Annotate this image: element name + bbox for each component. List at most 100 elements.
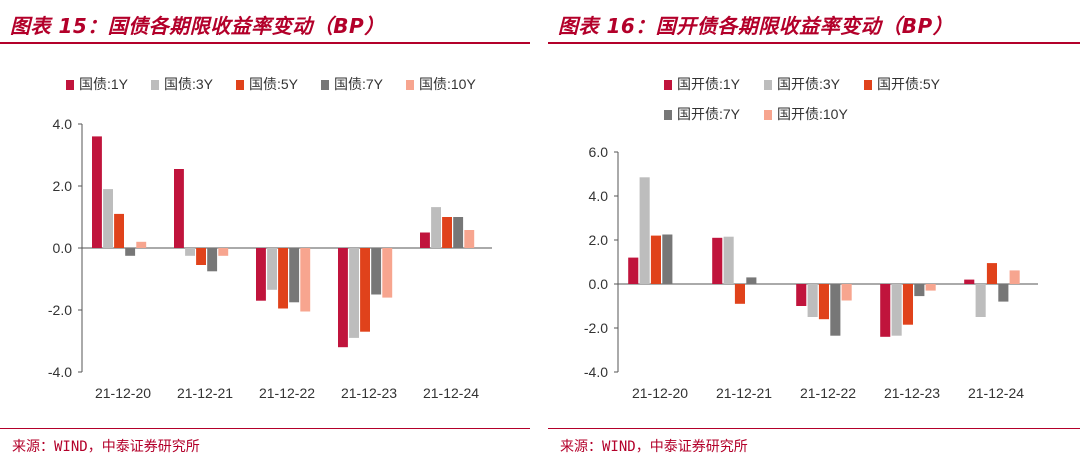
legend-swatch	[151, 80, 159, 90]
bar	[300, 248, 311, 312]
bar	[207, 248, 218, 272]
legend-swatch	[236, 80, 244, 90]
legend-label: 国债:5Y	[249, 76, 299, 92]
legend-swatch	[66, 80, 74, 90]
y-tick-label: 6.0	[589, 144, 609, 160]
source-note: 来源：WIND，中泰证券研究所	[12, 439, 200, 455]
bar	[103, 189, 113, 248]
legend-label: 国开债:7Y	[677, 106, 741, 122]
bar	[442, 217, 452, 248]
chart-title-row: 图表 15：国债各期限收益率变动（BP）	[0, 0, 530, 44]
legend-swatch	[764, 110, 772, 120]
bar	[998, 284, 1009, 302]
bar	[256, 248, 266, 301]
bar	[628, 257, 639, 284]
x-tick-label: 21-12-24	[423, 385, 479, 401]
y-tick-label: -2.0	[584, 320, 608, 336]
x-tick-label: 21-12-24	[968, 385, 1024, 401]
bar	[975, 284, 986, 317]
bar	[830, 284, 841, 336]
y-tick-label: 0.0	[53, 240, 73, 256]
legend-label: 国开债:5Y	[877, 76, 941, 92]
bar	[986, 263, 997, 284]
bar	[807, 284, 818, 317]
bar-chart-treasury: 国债:1Y 国债:3Y 国债:5Y 国债:7Y 国债:10Y 4.0 2.0 0.0 -2.0 -…	[48, 76, 492, 401]
title-divider	[548, 42, 1080, 44]
bar	[420, 232, 430, 248]
legend-label: 国开债:10Y	[777, 106, 848, 122]
bar	[278, 248, 288, 309]
bar	[196, 248, 206, 265]
bar	[338, 248, 348, 348]
source-divider	[548, 428, 1080, 429]
legend-swatch	[406, 80, 414, 90]
legend-label: 国债:1Y	[79, 76, 129, 92]
x-tick-label: 21-12-22	[259, 385, 315, 401]
bar	[349, 248, 359, 338]
x-tick-label: 21-12-21	[177, 385, 233, 401]
bar	[289, 248, 300, 303]
chart-title: 图表 16：国开债各期限收益率变动（BP）	[558, 14, 954, 38]
bar	[712, 237, 723, 284]
bar	[371, 248, 382, 295]
chart-title-row: 图表 16：国开债各期限收益率变动（BP）	[548, 0, 1080, 44]
x-tick-label: 21-12-20	[95, 385, 151, 401]
bar	[125, 248, 136, 256]
legend-swatch	[664, 80, 672, 90]
bar	[880, 284, 891, 337]
y-tick-label: -4.0	[584, 364, 608, 380]
x-tick-label: 21-12-22	[800, 385, 856, 401]
legend-swatch	[664, 110, 672, 120]
title-divider	[0, 42, 530, 44]
y-tick-label: -4.0	[48, 364, 72, 380]
bar	[964, 279, 975, 284]
bar	[453, 217, 464, 248]
x-tick-label: 21-12-23	[884, 385, 940, 401]
y-tick-label: 4.0	[589, 188, 609, 204]
legend-swatch	[764, 80, 772, 90]
bar	[431, 207, 441, 248]
bar	[267, 248, 277, 290]
bar	[360, 248, 370, 332]
bar	[914, 284, 925, 297]
bar	[218, 248, 229, 256]
bar	[746, 277, 757, 284]
bar	[92, 136, 102, 248]
chart-panel-cdb: 图表 16：国开债各期限收益率变动（BP） 国开债:1Y 国开债:3Y 国开债:5Y…	[548, 0, 1080, 457]
chart-title: 图表 15：国债各期限收益率变动（BP）	[10, 14, 385, 38]
x-tick-label: 21-12-20	[632, 385, 688, 401]
legend-label: 国开债:3Y	[777, 76, 841, 92]
bar	[841, 284, 852, 301]
bar	[734, 284, 745, 304]
bar	[382, 248, 393, 298]
chart-panel-treasury: 图表 15：国债各期限收益率变动（BP） 国债:1Y 国债:3Y 国债:5Y 国债:7…	[0, 0, 530, 457]
legend-swatch	[321, 80, 329, 90]
x-tick-label: 21-12-21	[716, 385, 772, 401]
y-tick-label: 0.0	[589, 276, 609, 292]
bar-chart-cdb: 国开债:1Y 国开债:3Y 国开债:5Y 国开债:7Y 国开债:10Y 6.0 4.0 2.0…	[584, 76, 1038, 401]
bar	[818, 284, 829, 320]
x-tick-label: 21-12-23	[341, 385, 397, 401]
legend-label: 国开债:1Y	[677, 76, 741, 92]
source-note: 来源：WIND，中泰证券研究所	[560, 439, 748, 455]
bar	[925, 284, 936, 291]
bar	[891, 284, 902, 336]
bar	[185, 248, 195, 256]
y-tick-label: -2.0	[48, 302, 72, 318]
bar	[136, 241, 147, 248]
bar	[639, 177, 650, 284]
bar	[796, 284, 807, 306]
bar	[650, 235, 661, 284]
bar	[174, 169, 184, 248]
legend-label: 国债:3Y	[164, 76, 214, 92]
legend-label: 国债:10Y	[419, 76, 476, 92]
source-divider	[0, 428, 530, 429]
legend-label: 国债:7Y	[334, 76, 384, 92]
y-tick-label: 2.0	[53, 178, 73, 194]
y-tick-label: 2.0	[589, 232, 609, 248]
bar	[902, 284, 913, 325]
legend-swatch	[864, 80, 872, 90]
y-tick-label: 4.0	[53, 116, 73, 132]
bar	[464, 230, 475, 248]
bar	[723, 236, 734, 284]
